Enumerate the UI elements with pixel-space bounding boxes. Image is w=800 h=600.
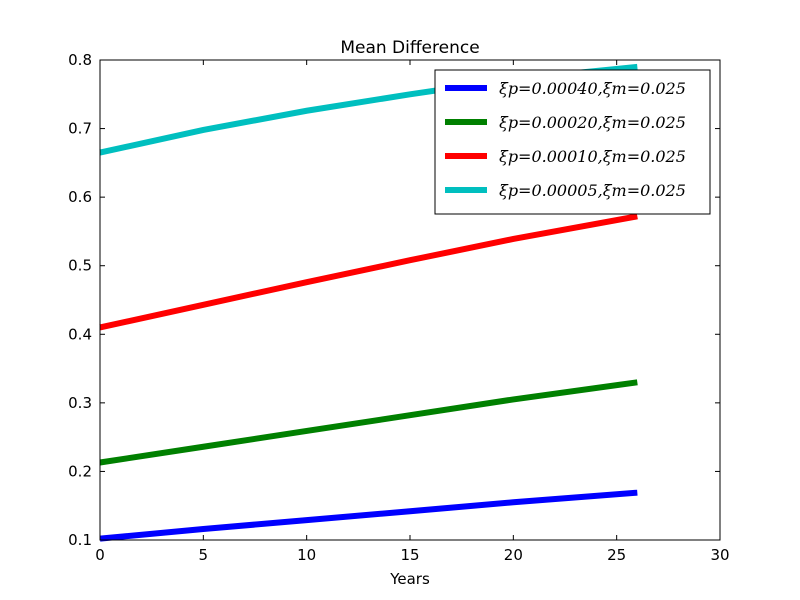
x-tick-label: 30: [710, 546, 729, 564]
chart-title: Mean Difference: [340, 38, 479, 58]
legend-label-3: ξp=0.00005,ξm=0.025: [499, 181, 686, 200]
x-tick-label: 20: [504, 546, 523, 564]
y-tick-label: 0.5: [68, 257, 92, 275]
y-tick-label: 0.1: [68, 531, 92, 549]
series-line-1: [99, 379, 638, 466]
y-tick-label: 0.3: [68, 394, 92, 412]
x-tick-label: 5: [199, 546, 209, 564]
series-line-0: [99, 489, 638, 542]
y-tick-label: 0.2: [68, 462, 92, 480]
legend-label-0: ξp=0.00040,ξm=0.025: [499, 79, 686, 98]
y-tick-label: 0.4: [68, 325, 92, 343]
legend-label-2: ξp=0.00010,ξm=0.025: [499, 147, 686, 166]
y-tick-label: 0.7: [68, 120, 92, 138]
x-tick-label: 0: [95, 546, 105, 564]
axes-layer: 0 5 10 15 20 25 30 0.1 0.2 0.3 0.4 0.5 0.6 0.7 0.8: [68, 51, 729, 564]
y-tick-label: 0.6: [68, 188, 92, 206]
x-axis-label: Years: [389, 570, 430, 588]
x-tick-label: 25: [607, 546, 626, 564]
legend: ξp=0.00040,ξm=0.025 ξp=0.00020,ξm=0.025 ξp…: [434, 69, 711, 215]
x-tick-label: 10: [297, 546, 316, 564]
y-tick-label: 0.8: [68, 51, 92, 69]
x-tick-label: 15: [400, 546, 419, 564]
series-line-2: [99, 213, 638, 331]
legend-label-1: ξp=0.00020,ξm=0.025: [499, 113, 686, 132]
